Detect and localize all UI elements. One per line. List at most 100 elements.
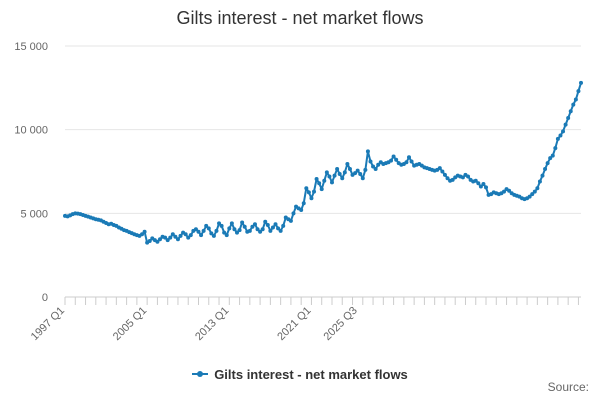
data-point <box>535 186 540 191</box>
data-point <box>273 222 278 227</box>
data-point <box>178 233 183 238</box>
data-point <box>363 167 368 172</box>
data-point <box>173 234 178 239</box>
data-point <box>540 173 545 178</box>
data-point <box>365 149 370 154</box>
x-tick-label: 2013 Q1 <box>193 305 231 343</box>
data-point <box>573 97 578 102</box>
chart-title: Gilts interest - net market flows <box>176 8 424 28</box>
x-axis <box>64 296 581 305</box>
data-point <box>553 146 558 151</box>
data-point <box>394 157 399 162</box>
data-point <box>571 102 576 107</box>
data-point <box>301 201 306 206</box>
data-point <box>561 129 566 134</box>
data-point <box>332 173 337 178</box>
legend: Gilts interest - net market flows <box>0 363 600 382</box>
data-point <box>163 235 168 240</box>
data-point <box>204 223 209 228</box>
data-point <box>450 177 455 182</box>
data-point <box>484 185 489 190</box>
data-point <box>558 133 563 138</box>
data-point <box>224 233 229 238</box>
series-group <box>63 80 583 245</box>
data-point <box>337 172 342 177</box>
data-point <box>157 237 162 242</box>
source-label: Source: <box>547 380 589 394</box>
data-point <box>550 153 555 158</box>
data-point <box>183 232 188 237</box>
data-point <box>568 109 573 114</box>
data-point <box>281 223 286 228</box>
data-point <box>155 239 160 244</box>
data-point <box>340 176 345 181</box>
x-tick-label: 2005 Q1 <box>111 305 149 343</box>
data-point <box>235 230 239 235</box>
data-point <box>501 189 506 194</box>
data-point <box>199 233 204 238</box>
data-point <box>460 175 465 180</box>
data-point <box>566 115 571 120</box>
data-point <box>478 184 483 189</box>
data-point <box>473 178 478 183</box>
data-point <box>324 170 329 175</box>
data-point <box>407 155 411 160</box>
data-point <box>265 223 270 228</box>
data-point <box>312 189 317 194</box>
data-point <box>347 166 352 171</box>
data-point <box>368 159 373 164</box>
data-point <box>329 180 334 185</box>
data-point <box>466 174 471 179</box>
x-tick-label: 2021 Q1 <box>275 305 313 343</box>
data-point <box>355 168 360 173</box>
data-point <box>299 207 304 212</box>
data-point <box>322 178 327 183</box>
data-point <box>345 161 350 166</box>
data-point <box>291 211 296 216</box>
data-point <box>543 166 548 171</box>
data-point <box>563 122 568 127</box>
grid-lines <box>65 45 581 214</box>
data-point <box>314 177 319 182</box>
data-point <box>537 179 542 184</box>
data-point <box>140 232 145 237</box>
data-point <box>555 136 560 141</box>
data-point <box>270 225 275 230</box>
y-tick-label: 0 <box>42 292 48 304</box>
data-point <box>186 235 191 240</box>
data-point <box>227 226 232 231</box>
data-point <box>242 224 247 229</box>
data-point <box>260 227 265 232</box>
data-point <box>327 174 332 179</box>
data-point <box>371 164 376 169</box>
data-point <box>193 227 198 232</box>
data-point <box>442 172 447 177</box>
data-point <box>304 186 309 191</box>
data-point <box>391 154 396 159</box>
data-point <box>545 161 550 166</box>
data-point <box>201 228 206 233</box>
data-point <box>237 228 242 233</box>
data-point <box>188 233 193 238</box>
data-point <box>317 181 322 186</box>
data-point <box>240 220 245 225</box>
x-tick-label: 1997 Q1 <box>29 305 67 343</box>
data-point <box>476 181 481 186</box>
data-point <box>252 222 257 227</box>
data-point <box>288 218 293 223</box>
data-point <box>219 223 224 228</box>
series-line <box>64 81 582 244</box>
data-point <box>530 192 535 197</box>
legend-item[interactable]: Gilts interest - net market flows <box>192 367 408 382</box>
data-point <box>142 229 147 234</box>
data-point <box>278 228 283 233</box>
data-point <box>440 169 445 174</box>
data-point <box>335 166 340 171</box>
data-point <box>258 229 263 234</box>
data-point <box>437 166 442 171</box>
data-point <box>404 160 409 165</box>
data-point <box>175 237 180 242</box>
data-point <box>527 194 532 199</box>
data-point <box>548 156 553 161</box>
